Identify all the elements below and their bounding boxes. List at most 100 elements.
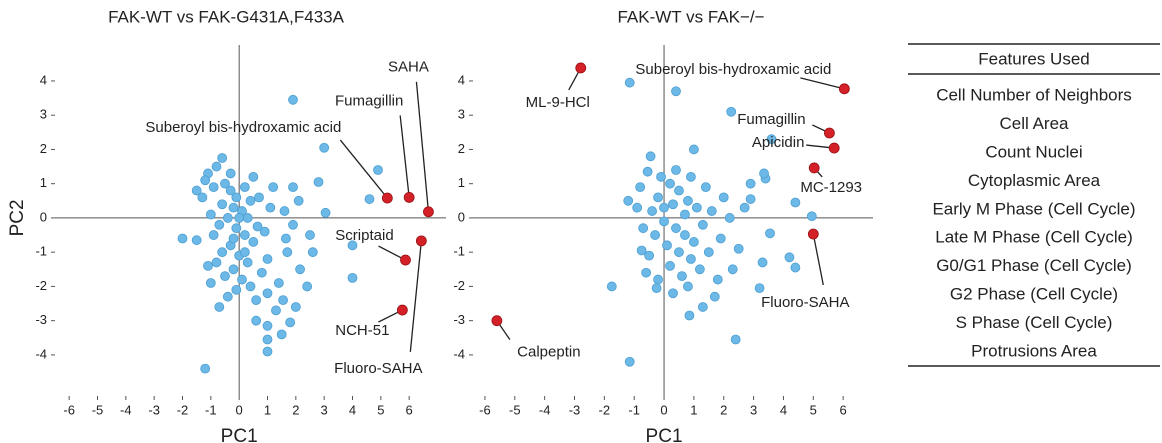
point [838, 83, 850, 95]
point [256, 267, 267, 278]
point [739, 202, 750, 213]
point [225, 185, 236, 196]
point-label: Scriptaid [335, 227, 393, 244]
point [688, 144, 699, 155]
point [644, 250, 655, 261]
y-tick-label: -2 [35, 278, 47, 293]
point [197, 192, 208, 203]
x-tick-label: 3 [750, 402, 757, 417]
point [282, 247, 293, 258]
x-tick-label: -6 [63, 402, 75, 417]
x-tick-label: -4 [120, 402, 132, 417]
point [680, 209, 690, 220]
x-axis-label: PC1 [646, 426, 683, 443]
point [624, 77, 635, 88]
point [645, 151, 656, 162]
point [697, 219, 708, 230]
point [691, 202, 702, 213]
point [686, 254, 696, 264]
point [575, 62, 587, 74]
point [659, 216, 669, 227]
point [251, 295, 262, 306]
point [259, 226, 270, 237]
table-row: G2 Phase (Cell Cycle) [950, 285, 1118, 304]
point-label: Suberoyl bis-hydroxamic acid [635, 61, 831, 78]
point [671, 223, 681, 234]
point [636, 245, 647, 256]
y-tick-label: 2 [458, 141, 465, 156]
point [623, 195, 634, 206]
point [220, 271, 230, 282]
y-tick-label: 0 [458, 209, 465, 224]
point [668, 288, 678, 299]
point [307, 247, 318, 258]
point [268, 182, 279, 193]
point [759, 168, 769, 179]
point [288, 219, 298, 230]
table-row: Count Nuclei [985, 142, 1082, 161]
y-tick-label: 4 [458, 72, 465, 87]
point [724, 213, 735, 223]
point-label: Fumagillin [335, 92, 403, 109]
point [237, 274, 247, 285]
point [624, 356, 635, 367]
x-tick-label: -2 [599, 402, 611, 417]
point [712, 274, 723, 285]
point [208, 230, 219, 240]
point [659, 202, 669, 213]
x-tick-label: -2 [177, 402, 189, 417]
x-tick-label: 3 [321, 402, 328, 417]
point [228, 264, 239, 275]
point [231, 192, 242, 203]
point [396, 304, 408, 316]
point [745, 178, 756, 189]
x-tick-label: 1 [264, 402, 271, 417]
y-tick-label: 3 [458, 107, 465, 122]
y-tick-label: -3 [35, 312, 47, 327]
point [642, 166, 653, 177]
point [403, 191, 415, 203]
point [709, 291, 720, 302]
point [400, 254, 411, 266]
y-tick-label: -2 [453, 278, 465, 293]
point [641, 267, 652, 278]
point [765, 228, 775, 239]
y-tick-label: 0 [40, 209, 47, 224]
point [228, 233, 239, 244]
point [784, 252, 795, 263]
point [200, 175, 211, 186]
point [285, 317, 296, 328]
table-row: S Phase (Cell Cycle) [956, 313, 1113, 332]
leader-line [800, 77, 845, 90]
table-row: Cell Number of Neighbors [936, 85, 1132, 104]
point [727, 264, 738, 275]
point [265, 202, 276, 213]
point [347, 272, 358, 283]
leader-line [812, 233, 824, 286]
point [665, 178, 675, 189]
point [222, 291, 233, 302]
x-tick-label: 4 [349, 402, 356, 417]
point [217, 199, 228, 210]
point [364, 194, 375, 204]
x-axis-label: PC1 [221, 426, 258, 443]
point [662, 240, 672, 251]
point [806, 211, 817, 222]
point [245, 281, 256, 292]
point [262, 254, 273, 264]
chart-title: FAK-WT vs FAK−/− [617, 7, 764, 26]
point [757, 257, 768, 268]
point [276, 329, 287, 340]
point [635, 182, 646, 193]
point [766, 134, 777, 145]
table-row: G0/G1 Phase (Cell Cycle) [936, 256, 1132, 275]
point [718, 192, 729, 203]
point [638, 223, 649, 234]
leader-line [399, 115, 410, 198]
x-tick-label: -3 [148, 402, 160, 417]
point [234, 213, 245, 223]
x-tick-label: 4 [780, 402, 787, 417]
table-header: Features Used [978, 49, 1090, 68]
point [211, 161, 222, 172]
